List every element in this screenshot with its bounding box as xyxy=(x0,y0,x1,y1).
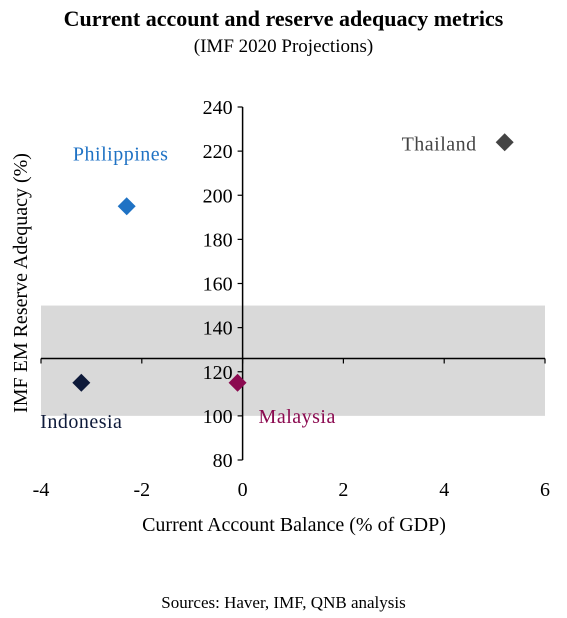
y-tick-label: 240 xyxy=(203,97,233,119)
x-tick-label: 6 xyxy=(540,479,550,501)
data-point-thailand xyxy=(495,133,514,152)
scatter-chart: 80 100 120 140 160 180 200 220 240 -4 -2 0 2 4 6 Phili… xyxy=(10,97,550,536)
data-point-malaysia xyxy=(228,373,247,392)
x-tick-label: 0 xyxy=(238,479,248,501)
source-note: Sources: Haver, IMF, QNB analysis xyxy=(161,593,406,612)
x-tick-label: 4 xyxy=(439,479,449,501)
x-axis-label: Current Account Balance (% of GDP) xyxy=(142,514,446,536)
y-tick-label: 180 xyxy=(203,229,233,251)
y-tick-label: 220 xyxy=(203,141,233,163)
y-tick-label: 140 xyxy=(203,318,233,340)
data-label-thailand: Thailand xyxy=(402,133,477,155)
y-tick-label: 120 xyxy=(203,362,233,384)
data-point-philippines xyxy=(117,197,136,216)
data-label-malaysia: Malaysia xyxy=(259,406,336,428)
chart-subtitle: (IMF 2020 Projections) xyxy=(193,36,374,57)
data-point-indonesia xyxy=(72,373,91,392)
y-tick-label: 80 xyxy=(213,450,233,472)
data-label-philippines: Philippines xyxy=(73,143,169,165)
x-tick-label: -4 xyxy=(33,479,50,501)
chart-title: Current account and reserve adequacy met… xyxy=(63,6,504,31)
data-label-indonesia: Indonesia xyxy=(40,411,122,433)
y-tick-label: 160 xyxy=(203,274,233,296)
x-tick-label: 2 xyxy=(338,479,348,501)
x-tick-label: -2 xyxy=(133,479,150,501)
y-tick-label: 100 xyxy=(203,406,233,428)
shaded-band xyxy=(41,305,545,416)
y-tick-label: 200 xyxy=(203,185,233,207)
y-axis-label: IMF EM Reserve Adequacy (%) xyxy=(10,153,32,413)
